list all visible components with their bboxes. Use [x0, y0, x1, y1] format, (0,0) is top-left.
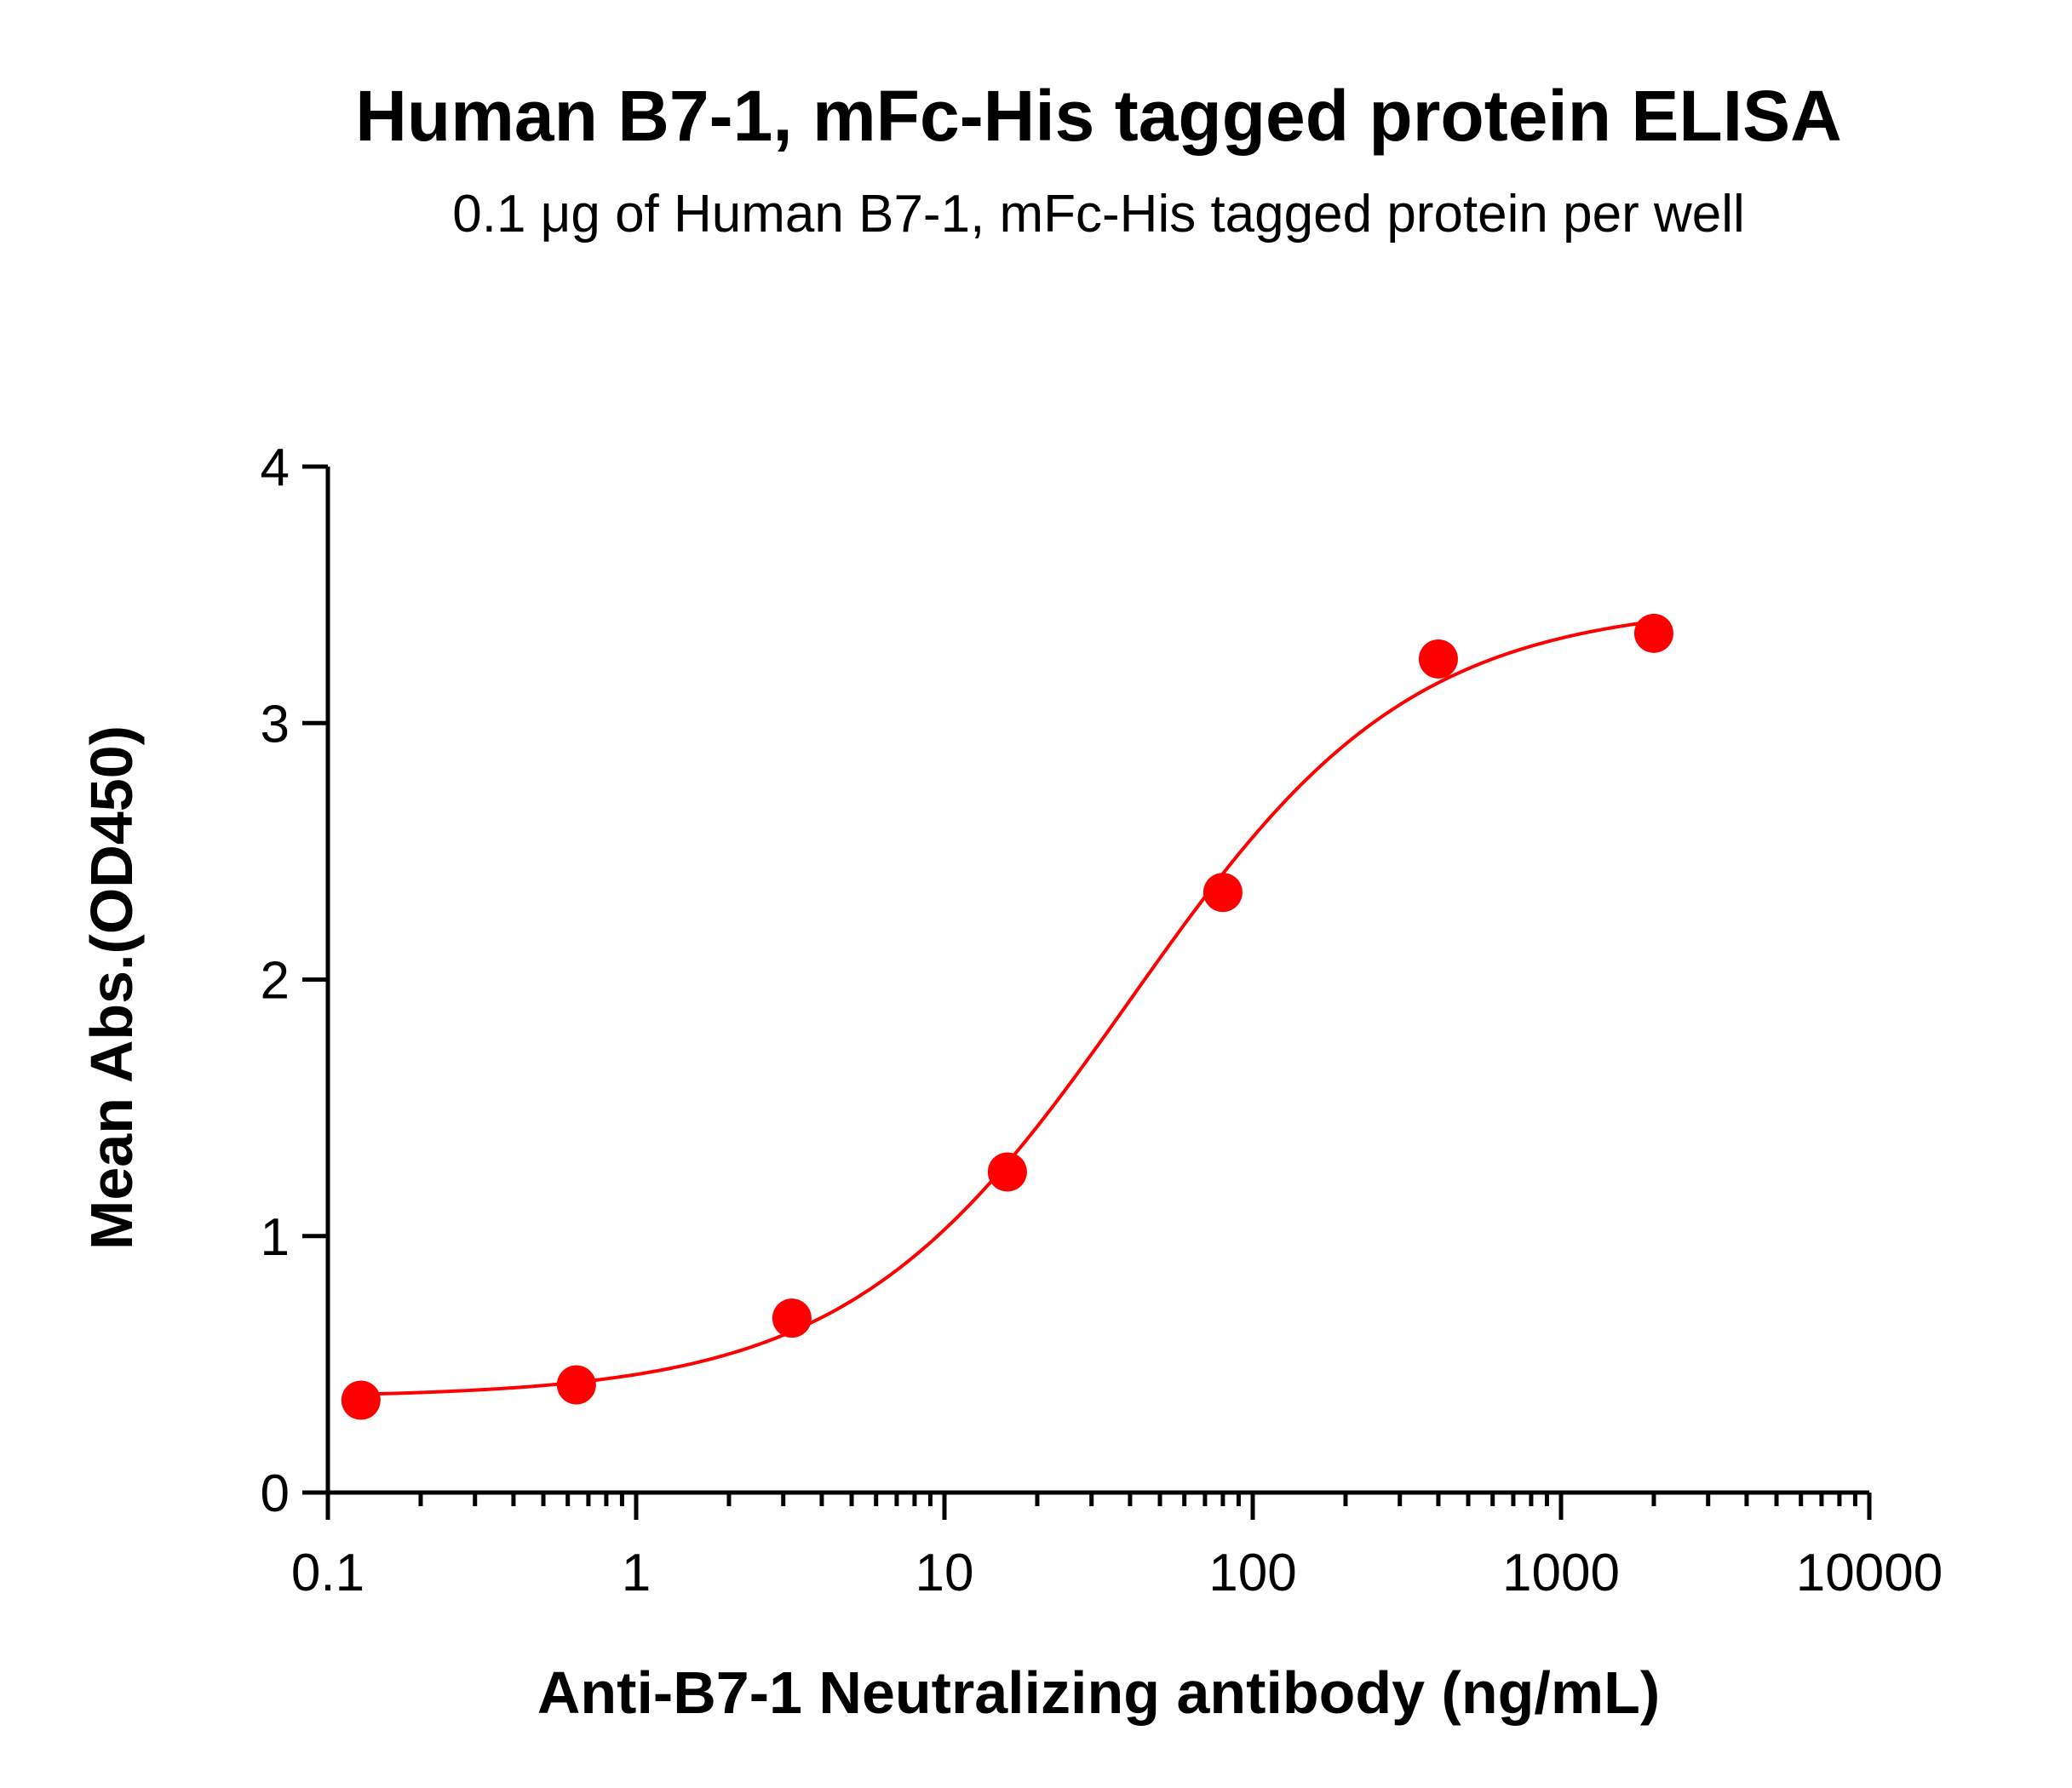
x-tick-label: 10: [915, 1544, 974, 1602]
x-axis-label: Anti-B7-1 Neutralizing antibody (ng/mL): [537, 1659, 1660, 1726]
x-tick-label: 100: [1208, 1544, 1296, 1602]
data-point: [1633, 613, 1673, 653]
data-points: [341, 613, 1673, 1420]
axes: [325, 467, 1869, 1495]
x-tick-label: 1: [622, 1544, 651, 1602]
data-point: [772, 1298, 812, 1338]
y-tick-label: 1: [261, 1208, 290, 1267]
fit-curve-group: [360, 619, 1655, 1396]
x-tick-label: 0.1: [291, 1544, 364, 1602]
data-point: [987, 1152, 1027, 1192]
data-point: [1202, 873, 1243, 913]
data-point: [556, 1365, 596, 1405]
y-tick-label: 3: [261, 695, 290, 754]
fit-curve: [360, 619, 1655, 1396]
x-tick-label: 10000: [1796, 1544, 1943, 1602]
axis-ticks: 0 1 2 3 4 0.1 1 10 100 1000 10000: [261, 438, 1943, 1602]
data-point: [1418, 639, 1458, 679]
chart-subtitle: 0.1 μg of Human B7-1, mFc-His tagged pro…: [452, 185, 1745, 244]
y-axis-label: Mean Abs.(OD450): [78, 725, 145, 1250]
y-tick-label: 0: [261, 1464, 290, 1523]
y-tick-label: 4: [261, 438, 290, 497]
chart-title: Human B7-1, mFc-His tagged protein ELISA: [355, 76, 1842, 156]
x-tick-label: 1000: [1502, 1544, 1620, 1602]
data-point: [341, 1380, 381, 1420]
y-tick-label: 2: [261, 952, 290, 1011]
